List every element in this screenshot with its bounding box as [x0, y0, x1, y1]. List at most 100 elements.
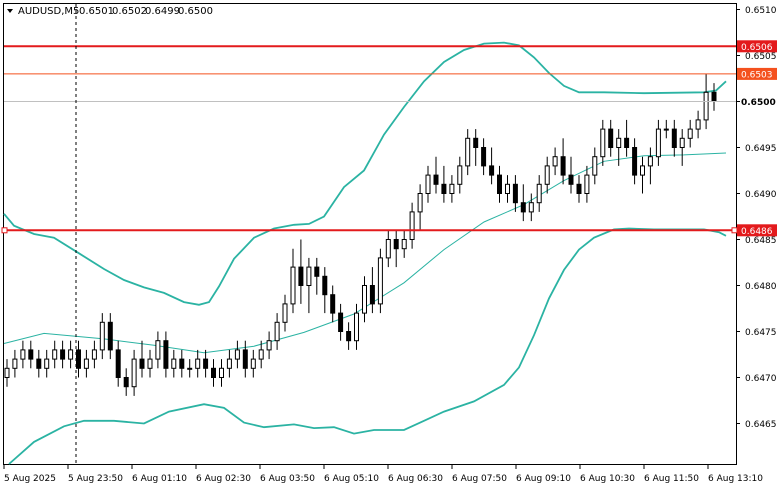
candle	[663, 119, 669, 139]
candle	[91, 340, 97, 369]
candle	[433, 156, 439, 194]
candle	[489, 147, 495, 185]
candle-body	[99, 321, 105, 351]
candle	[600, 119, 606, 166]
level-anchor-handle[interactable]	[1, 227, 8, 234]
candle	[60, 340, 66, 369]
candle	[147, 349, 153, 378]
y-tick-label: 0.6475	[745, 328, 777, 338]
price-level-label: 0.6506	[741, 43, 773, 53]
candle-body	[12, 358, 18, 369]
time-axis[interactable]: 5 Aug 2025 5 Aug 23:50 6 Aug 01:10 6 Aug 02…	[3, 464, 763, 484]
level-anchor-handle[interactable]	[731, 227, 738, 234]
candle-body	[552, 156, 558, 167]
y-tick-label: 0.6505	[745, 52, 777, 62]
candle	[528, 193, 534, 222]
candle-body	[592, 156, 598, 176]
collapse-triangle-icon[interactable]	[7, 9, 13, 13]
candle-body	[155, 340, 161, 360]
ohlc-open: 0.6501	[79, 6, 114, 17]
candle	[497, 165, 502, 203]
candle-body	[655, 128, 661, 158]
candle	[306, 257, 312, 314]
candle	[640, 156, 645, 194]
candle-body	[520, 202, 526, 213]
candle	[369, 267, 375, 314]
candle-body	[139, 358, 145, 369]
x-tick-label: 6 Aug 13:10	[708, 474, 763, 484]
candle	[377, 248, 383, 314]
y-tick-label: 0.6480	[745, 282, 777, 292]
candles	[4, 73, 717, 396]
y-tick-label: 0.6470	[745, 374, 777, 384]
candle	[155, 331, 161, 369]
candle	[28, 340, 34, 369]
candle-body	[528, 202, 534, 213]
candle-body	[393, 239, 399, 250]
candle-body	[354, 312, 359, 342]
candle-body	[68, 349, 74, 360]
candle	[219, 359, 224, 387]
candle-body	[489, 165, 495, 176]
horizontal-levels[interactable]: 0.6506 0.6503 0.6486 0.6500	[1, 40, 777, 237]
candle	[139, 340, 145, 378]
candle	[274, 313, 280, 350]
candle-body	[219, 367, 224, 378]
candle-body	[250, 358, 256, 369]
candle	[322, 267, 328, 314]
candle	[346, 322, 352, 350]
candle	[536, 175, 542, 212]
candle-body	[409, 211, 415, 240]
y-tick-label: 0.6485	[745, 236, 777, 246]
chart-frame	[3, 3, 737, 465]
candle-body	[83, 358, 89, 369]
candle	[107, 313, 113, 360]
candle-body	[60, 349, 66, 360]
candle	[465, 129, 471, 176]
x-tick-label: 6 Aug 02:30	[196, 474, 251, 484]
price-level-label: 0.6503	[741, 70, 773, 80]
candle	[314, 257, 320, 295]
x-tick-label: 5 Aug 2025	[4, 474, 56, 484]
y-tick-label: 0.6510	[745, 6, 777, 16]
candle-body	[91, 349, 97, 360]
candle	[393, 230, 399, 268]
candle	[250, 349, 256, 378]
candle-body	[687, 128, 693, 139]
candle-body	[647, 156, 653, 167]
price-axis[interactable]: 0.6510 0.6505 0.6495 0.6490 0.6485 0.6480 0.64…	[736, 6, 777, 430]
candle-body	[179, 358, 185, 369]
candle-body	[616, 137, 622, 149]
candle	[616, 129, 622, 166]
candle-body	[107, 321, 113, 351]
bollinger-lower-line	[8, 227, 727, 465]
candle-body	[20, 349, 26, 360]
candle-body	[457, 165, 463, 185]
candle	[195, 349, 201, 378]
candle-body	[282, 303, 288, 323]
candle	[266, 331, 272, 360]
candle	[512, 175, 518, 212]
ohlc-low: 0.6499	[145, 6, 180, 17]
candle	[679, 129, 685, 166]
candle-body	[711, 91, 717, 103]
bollinger-upper-line	[3, 41, 727, 306]
candle	[354, 303, 359, 350]
candle	[624, 119, 630, 157]
candle	[131, 349, 137, 396]
candle-body	[473, 137, 479, 149]
candle-body	[258, 349, 264, 360]
candle-body	[640, 165, 645, 176]
candle-body	[703, 91, 709, 121]
candle-body	[36, 358, 42, 369]
candle-body	[115, 349, 121, 378]
ohlc-close: 0.6500	[178, 6, 213, 17]
candle	[671, 119, 677, 157]
candle	[211, 359, 216, 387]
candle	[52, 340, 58, 369]
candle	[647, 147, 653, 185]
candle-body	[512, 183, 518, 204]
candle-body	[441, 183, 447, 195]
candle-body	[274, 321, 280, 342]
